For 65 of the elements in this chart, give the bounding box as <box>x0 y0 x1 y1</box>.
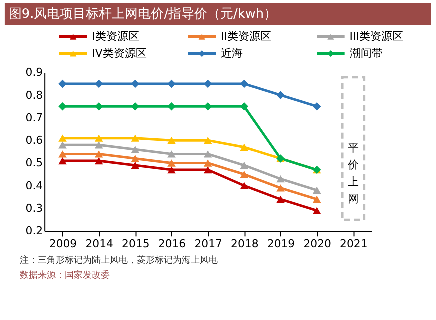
point <box>58 134 67 142</box>
y-tick-label: 0.7 <box>26 111 44 124</box>
legend-label: II类资源区 <box>220 30 272 43</box>
y-tick-label: 0.4 <box>26 179 44 192</box>
point <box>168 150 176 158</box>
point <box>131 146 140 154</box>
point <box>312 196 322 204</box>
y-tick-label: 0.6 <box>26 134 44 148</box>
x-tick-label: 2016 <box>158 238 186 251</box>
y-tick-label: 0.3 <box>26 202 44 216</box>
point <box>58 150 67 158</box>
point <box>58 102 67 111</box>
x-tick-label: 2019 <box>267 238 296 251</box>
x-tick-label: 2018 <box>231 238 259 251</box>
point <box>240 162 249 170</box>
y-tick-label: 0.9 <box>26 66 44 80</box>
point <box>168 80 176 88</box>
point <box>131 155 140 162</box>
legend-label: 潮间带 <box>350 46 383 60</box>
point <box>204 166 212 174</box>
point <box>240 144 249 151</box>
x-tick-label: 2014 <box>86 238 114 251</box>
point <box>240 80 249 88</box>
point <box>276 176 285 183</box>
legend-label: IV类资源区 <box>92 46 147 60</box>
point <box>240 102 249 111</box>
point <box>94 157 104 165</box>
point <box>204 137 212 144</box>
point <box>312 186 322 194</box>
point <box>276 184 285 192</box>
point <box>312 102 322 111</box>
x-tick-label: 2009 <box>49 238 78 251</box>
point <box>58 80 67 88</box>
point <box>131 162 140 170</box>
legend-label: I类资源区 <box>92 30 140 43</box>
point <box>94 142 104 149</box>
x-tick-label: 2020 <box>304 238 332 251</box>
source-note: 数据来源：国家发改委 <box>20 270 110 281</box>
x-tick-label: 2015 <box>122 238 150 251</box>
point <box>168 137 176 144</box>
point <box>204 160 212 167</box>
x-tick-label: 2017 <box>194 238 222 251</box>
point <box>58 157 67 165</box>
point <box>240 170 249 178</box>
legend-label: 近海 <box>220 46 243 60</box>
point <box>312 207 322 214</box>
y-tick-label: 0.8 <box>26 88 44 102</box>
point <box>168 102 176 111</box>
point <box>58 142 67 149</box>
point <box>131 134 140 142</box>
y-tick-label: 0.2 <box>26 224 44 238</box>
point <box>276 91 285 100</box>
point <box>94 134 104 142</box>
point <box>94 150 104 158</box>
legend-label: III类资源区 <box>350 30 404 43</box>
annotation: 平价上网 <box>346 142 359 206</box>
point <box>240 182 249 190</box>
x-tick-label: 2021 <box>340 238 368 251</box>
point <box>168 166 176 174</box>
point <box>168 160 176 167</box>
point <box>276 196 285 204</box>
chart-title: 图9.风电项目标杆上网电价/指导价（元/kwh） <box>8 7 278 22</box>
point <box>204 150 212 158</box>
text: 注：三角形标记为陆上风电，菱形标记为海上风电 <box>20 254 218 266</box>
y-tick-label: 0.5 <box>26 156 44 170</box>
